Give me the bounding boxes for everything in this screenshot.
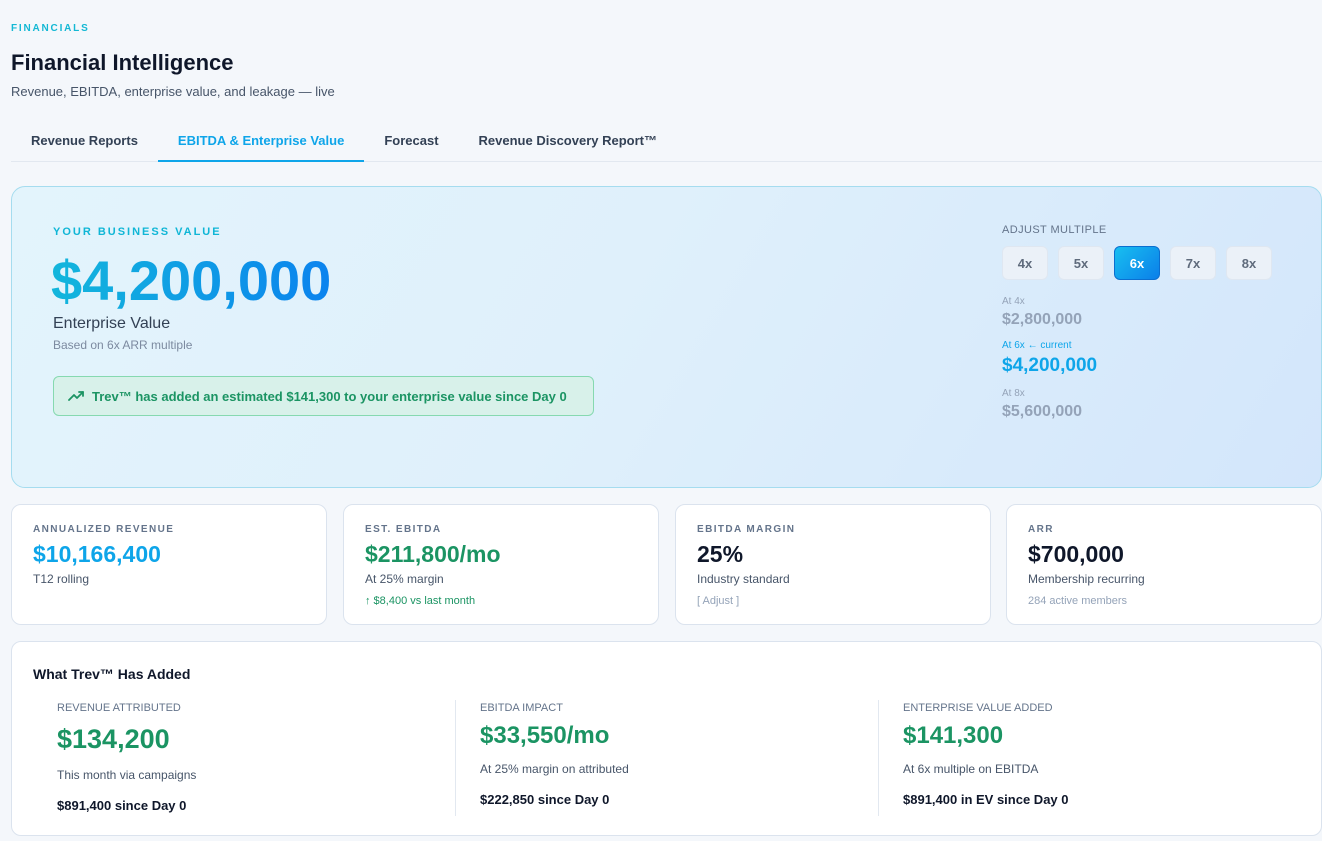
section-eyebrow: FINANCIALS bbox=[11, 23, 90, 34]
column-total: $222,850 since Day 0 bbox=[480, 792, 610, 807]
trev-added-title: What Trev™ Has Added bbox=[33, 666, 191, 682]
business-value-eyebrow: YOUR BUSINESS VALUE bbox=[53, 226, 222, 238]
kpi-note: 284 active members bbox=[1028, 595, 1128, 607]
column-label: EBITDA IMPACT bbox=[480, 702, 563, 714]
scenario-8x: At 8x $5,600,000 bbox=[1002, 388, 1302, 421]
kpi-sub: T12 rolling bbox=[33, 572, 90, 586]
adjust-multiple-label: ADJUST MULTIPLE bbox=[1002, 224, 1107, 236]
kpi-value: $10,166,400 bbox=[33, 541, 161, 567]
scenario-label: At 6x ← current bbox=[1002, 340, 1072, 351]
column-value: $134,200 bbox=[57, 724, 170, 754]
column-total: $891,400 in EV since Day 0 bbox=[903, 792, 1069, 807]
trev-banner-text: Trev™ has added an estimated $141,300 to… bbox=[92, 388, 567, 404]
kpi-label: ANNUALIZED REVENUE bbox=[33, 524, 175, 535]
scenario-4x: At 4x $2,800,000 bbox=[1002, 296, 1302, 329]
kpi-change-note: ↑ $8,400 vs last month bbox=[365, 595, 476, 607]
enterprise-value-label: Enterprise Value bbox=[53, 315, 171, 332]
page-subtitle: Revenue, EBITDA, enterprise value, and l… bbox=[11, 84, 335, 99]
multiple-4x-button[interactable]: 4x bbox=[1002, 246, 1048, 280]
kpi-sub: Industry standard bbox=[697, 572, 790, 586]
kpi-sub: At 25% margin bbox=[365, 572, 444, 586]
business-value-card: YOUR BUSINESS VALUE $4,200,000 Enterpris… bbox=[11, 186, 1322, 488]
column-label: REVENUE ATTRIBUTED bbox=[57, 702, 181, 714]
kpi-card-arr: ARR $700,000 Membership recurring 284 ac… bbox=[1006, 504, 1322, 625]
tab-revenue-reports[interactable]: Revenue Reports bbox=[31, 133, 138, 148]
column-total: $891,400 since Day 0 bbox=[57, 798, 187, 813]
adjust-multiple-panel: ADJUST MULTIPLE 4x 5x 6x 7x 8x At 4x $2,… bbox=[1002, 224, 1302, 421]
page-title: Financial Intelligence bbox=[11, 50, 234, 75]
column-sub: At 25% margin on attributed bbox=[480, 762, 629, 776]
enterprise-value-amount: $4,200,000 bbox=[51, 249, 332, 312]
multiple-selector: 4x 5x 6x 7x 8x bbox=[1002, 246, 1302, 280]
column-value: $33,550/mo bbox=[480, 722, 610, 749]
tab-revenue-discovery-report[interactable]: Revenue Discovery Report™ bbox=[478, 133, 657, 148]
column-sub: This month via campaigns bbox=[57, 768, 197, 782]
trending-up-icon bbox=[68, 391, 84, 401]
scenario-value: $2,800,000 bbox=[1002, 311, 1083, 328]
scenario-6x-current: At 6x ← current $4,200,000 bbox=[1002, 340, 1302, 377]
scenario-value: $5,600,000 bbox=[1002, 403, 1083, 420]
kpi-card-ebitda-margin: EBITDA MARGIN 25% Industry standard [ Ad… bbox=[675, 504, 991, 625]
kpi-value: $211,800/mo bbox=[365, 541, 501, 567]
tab-forecast[interactable]: Forecast bbox=[384, 133, 439, 148]
column-label: ENTERPRISE VALUE ADDED bbox=[903, 702, 1053, 714]
kpi-value: $700,000 bbox=[1028, 541, 1124, 567]
kpi-card-annualized-revenue: ANNUALIZED REVENUE $10,166,400 T12 rolli… bbox=[11, 504, 327, 625]
trev-added-card: What Trev™ Has Added REVENUE ATTRIBUTED … bbox=[11, 641, 1322, 836]
adjust-margin-link[interactable]: [ Adjust ] bbox=[697, 595, 740, 607]
column-value: $141,300 bbox=[903, 722, 1004, 749]
kpi-value: 25% bbox=[697, 541, 744, 567]
tab-ebitda-enterprise-value[interactable]: EBITDA & Enterprise Value bbox=[157, 120, 365, 162]
kpi-label: ARR bbox=[1028, 524, 1054, 535]
kpi-label: EST. EBITDA bbox=[365, 524, 442, 535]
tab-bar: Revenue Reports EBITDA & Enterprise Valu… bbox=[11, 120, 1322, 162]
multiple-scenarios: At 4x $2,800,000 At 6x ← current $4,200,… bbox=[1002, 296, 1302, 421]
enterprise-value-basis: Based on 6x ARR multiple bbox=[53, 338, 193, 352]
multiple-8x-button[interactable]: 8x bbox=[1226, 246, 1272, 280]
scenario-value: $4,200,000 bbox=[1002, 355, 1098, 376]
kpi-label: EBITDA MARGIN bbox=[697, 524, 796, 535]
multiple-5x-button[interactable]: 5x bbox=[1058, 246, 1104, 280]
enterprise-value-added-column: ENTERPRISE VALUE ADDED $141,300 At 6x mu… bbox=[878, 700, 1278, 816]
column-sub: At 6x multiple on EBITDA bbox=[903, 762, 1039, 776]
kpi-card-est-ebitda: EST. EBITDA $211,800/mo At 25% margin ↑ … bbox=[343, 504, 659, 625]
scenario-label: At 4x bbox=[1002, 296, 1025, 307]
multiple-6x-button[interactable]: 6x bbox=[1114, 246, 1160, 280]
multiple-7x-button[interactable]: 7x bbox=[1170, 246, 1216, 280]
trev-value-banner: Trev™ has added an estimated $141,300 to… bbox=[53, 376, 594, 416]
revenue-attributed-column: REVENUE ATTRIBUTED $134,200 This month v… bbox=[33, 700, 433, 816]
ebitda-impact-column: EBITDA IMPACT $33,550/mo At 25% margin o… bbox=[455, 700, 855, 816]
kpi-sub: Membership recurring bbox=[1028, 572, 1145, 586]
scenario-label: At 8x bbox=[1002, 388, 1025, 399]
